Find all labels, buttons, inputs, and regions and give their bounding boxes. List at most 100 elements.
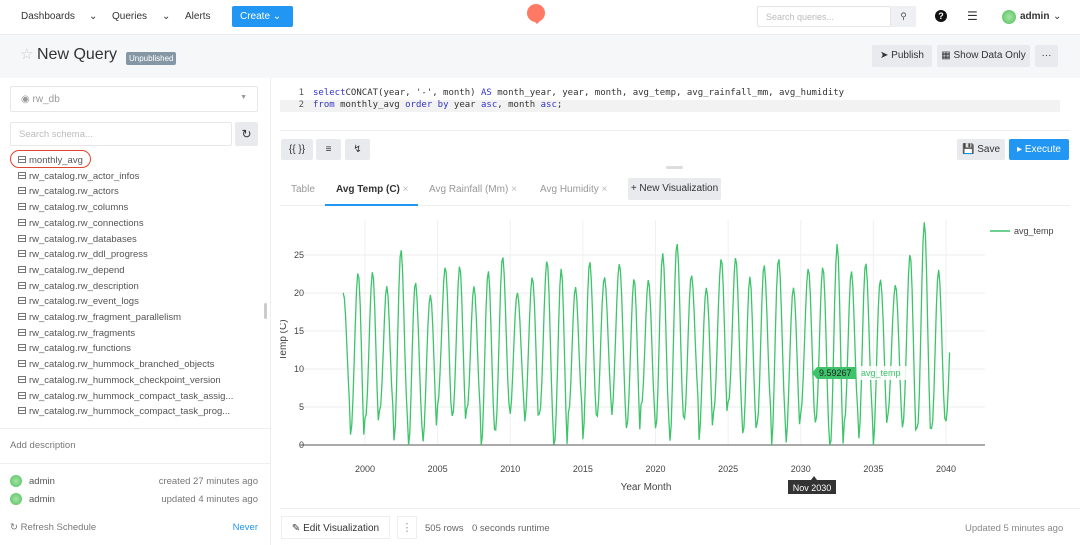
table-icon	[18, 360, 26, 368]
edit-visualization-button[interactable]: ✎ Edit Visualization	[281, 516, 390, 539]
create-button[interactable]: Create ⌄	[232, 6, 293, 27]
legend-label: avg_temp	[1014, 226, 1054, 236]
schema-table-item[interactable]: rw_catalog.rw_actor_infos	[18, 171, 139, 182]
publish-label: Publish	[891, 50, 924, 61]
x-axis-title: Year Month	[621, 482, 672, 493]
schema-table-item[interactable]: rw_catalog.rw_fragment_parallelism	[18, 312, 181, 323]
schema-sidebar: ◉ rw_db ▼ Search schema... ↻ monthly_avg r…	[0, 78, 270, 545]
kebab-menu-icon[interactable]: ⋮	[397, 516, 417, 539]
schema-table-item[interactable]: rw_catalog.rw_actors	[18, 186, 119, 197]
query-header: ☆ New Query Unpublished ➤ Publish ▦ Show…	[0, 35, 1080, 78]
resize-handle[interactable]	[666, 166, 683, 169]
sql-keyword: asc	[540, 100, 557, 110]
redash-logo[interactable]	[527, 4, 545, 24]
schema-table-item[interactable]: rw_catalog.rw_functions	[18, 343, 131, 354]
y-tick-label: 20	[294, 288, 304, 298]
search-icon[interactable]: ⚲	[891, 6, 916, 27]
schema-table-item[interactable]: rw_catalog.rw_depend	[18, 265, 125, 276]
user-avatar[interactable]	[1002, 10, 1016, 24]
schema-table-item[interactable]: rw_catalog.rw_description	[18, 281, 139, 292]
schema-table-item[interactable]: rw_catalog.rw_databases	[18, 234, 137, 245]
schema-table-item[interactable]: rw_catalog.rw_hummock_branched_objects	[18, 359, 214, 370]
settings-sliders-icon[interactable]: ☰	[967, 9, 978, 23]
close-icon[interactable]: ×	[601, 184, 608, 195]
schema-table-item[interactable]: rw_catalog.rw_event_logs	[18, 296, 139, 307]
status-badge: Unpublished	[126, 52, 177, 65]
hover-x-label: Nov 2030	[793, 483, 832, 493]
tab-avg-temp-c[interactable]: Avg Temp (C) ×	[336, 184, 409, 195]
schema-table-item[interactable]: rw_catalog.rw_hummock_compact_task_assig…	[18, 391, 233, 402]
table-name: rw_catalog.rw_fragment_parallelism	[29, 312, 182, 323]
close-icon[interactable]: ×	[511, 184, 517, 195]
nav-alerts[interactable]: Alerts	[185, 11, 211, 22]
table-icon	[18, 375, 26, 383]
format-query-icon[interactable]: ≡	[316, 139, 341, 160]
publish-button[interactable]: ➤ Publish	[872, 45, 932, 67]
refresh-schema-button[interactable]: ↻	[235, 122, 258, 146]
code-line: selectCONCAT(year, '-', month) AS month_…	[313, 88, 844, 98]
nav-queries[interactable]: Queries	[112, 11, 148, 22]
tab-avg-humidity[interactable]: Avg Humidity ×	[540, 184, 607, 195]
x-tick-label: 2005	[428, 464, 448, 474]
sidebar-divider	[270, 78, 271, 545]
refresh-schedule-value[interactable]: Never	[232, 522, 258, 533]
table-name: rw_catalog.rw_fragments	[29, 327, 136, 339]
y-tick-label: 15	[294, 326, 304, 336]
edit-visualization-label: Edit Visualization	[303, 523, 380, 534]
updated-time-footer: Updated 5 minutes ago	[965, 523, 1064, 534]
table-name: rw_catalog.rw_columns	[29, 202, 129, 214]
table-name: rw_catalog.rw_hummock_compact_task_prog.…	[29, 406, 231, 418]
top-navbar: Dashboards ⌄ Queries ⌄ Alerts Create ⌄ S…	[0, 0, 1080, 35]
schema-table-item[interactable]: rw_catalog.rw_ddl_progress	[18, 249, 148, 260]
divider	[280, 508, 1080, 509]
sql-keyword: AS	[480, 88, 492, 98]
schema-table-item[interactable]: rw_catalog.rw_hummock_compact_task_prog.…	[18, 406, 230, 417]
y-axis-title: Temp (C)	[280, 319, 289, 360]
add-parameter-button[interactable]: {{ }}	[281, 139, 313, 160]
updated-time: updated 4 minutes ago	[161, 494, 258, 505]
help-icon[interactable]: ?	[935, 10, 947, 22]
highlight-circle	[10, 150, 91, 168]
execute-button[interactable]: ▸ Execute	[1009, 139, 1069, 160]
table-name: rw_catalog.rw_databases	[29, 233, 137, 245]
schema-search-input[interactable]: Search schema...	[10, 122, 232, 146]
hover-value-box	[812, 367, 856, 379]
favorite-star-icon[interactable]: ☆	[20, 46, 34, 63]
add-description-link[interactable]: Add description	[10, 440, 76, 451]
y-tick-label: 5	[299, 402, 304, 412]
chevron-down-icon[interactable]: ⌄	[1053, 11, 1062, 22]
schema-table-item[interactable]: rw_catalog.rw_connections	[18, 218, 144, 229]
search-queries-input[interactable]: Search queries...	[757, 6, 891, 27]
more-options-button[interactable]: ···	[1035, 45, 1058, 67]
schema-table-item[interactable]: rw_catalog.rw_hummock_checkpoint_version	[18, 375, 221, 386]
table-icon	[18, 344, 26, 352]
chevron-down-icon[interactable]: ⌄	[162, 11, 171, 22]
tab-label: Avg Humidity	[540, 184, 599, 195]
datasource-select[interactable]: ◉ rw_db ▼	[10, 86, 258, 112]
table-icon	[18, 250, 26, 258]
x-tick-label: 2025	[718, 464, 738, 474]
schema-table-item[interactable]: rw_catalog.rw_fragments	[18, 328, 135, 339]
tab-table[interactable]: Table	[291, 184, 315, 195]
show-data-only-label: Show Data Only	[953, 50, 1026, 61]
x-tick-label: 2035	[863, 464, 883, 474]
page-title[interactable]: New Query	[37, 46, 118, 63]
chevron-down-icon[interactable]: ⌄	[89, 11, 98, 22]
code-line: from monthly_avg order by year asc, mont…	[313, 100, 562, 110]
new-visualization-button[interactable]: + New Visualization	[628, 178, 721, 200]
show-data-only-button[interactable]: ▦ Show Data Only	[937, 45, 1030, 67]
schema-table-item[interactable]: rw_catalog.rw_columns	[18, 202, 128, 213]
avatar	[10, 475, 22, 487]
sql-editor[interactable]: 1 selectCONCAT(year, '-', month) AS month…	[280, 85, 1070, 130]
sidebar-scrollbar[interactable]	[264, 303, 267, 319]
save-button[interactable]: 💾 Save	[957, 139, 1005, 160]
nav-dashboards[interactable]: Dashboards	[21, 11, 75, 22]
table-icon	[18, 218, 26, 226]
table-icon	[18, 328, 26, 336]
user-menu[interactable]: admin	[1020, 11, 1050, 22]
tab-avg-rainfall-mm[interactable]: Avg Rainfall (Mm) ×	[429, 184, 517, 195]
close-icon[interactable]: ×	[402, 184, 409, 195]
sql-text: CONCAT(year, '-', month)	[345, 88, 481, 98]
autocomplete-lightning-icon[interactable]: ↯	[345, 139, 370, 160]
